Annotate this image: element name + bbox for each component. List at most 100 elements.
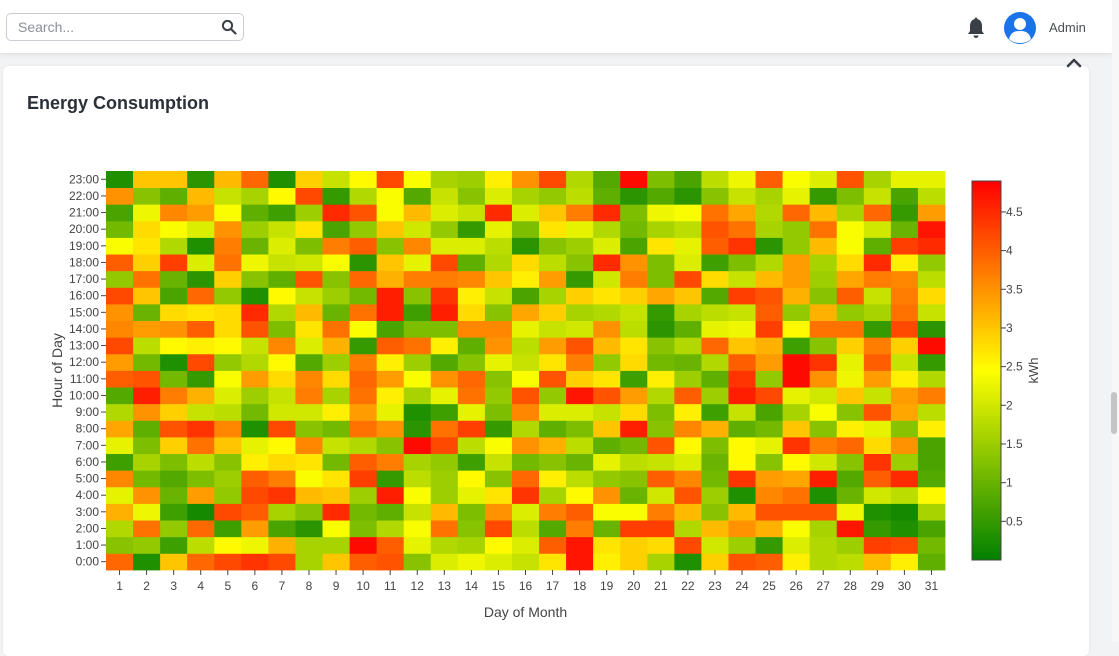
- heatmap-cell: [295, 470, 323, 488]
- heatmap-cell: [484, 237, 513, 255]
- heatmap-cell: [430, 270, 459, 288]
- heatmap-cell: [539, 453, 567, 471]
- heatmap-cell: [755, 453, 784, 471]
- heatmap-cell: [106, 254, 134, 272]
- y-tick-label: 6:00: [76, 455, 100, 469]
- heatmap-cell: [782, 353, 811, 371]
- heatmap-cell: [593, 270, 621, 288]
- heatmap-cell: [674, 403, 702, 421]
- heatmap-cell: [160, 536, 188, 554]
- scrollbar-thumb[interactable]: [1111, 392, 1117, 434]
- heatmap-cell: [349, 270, 378, 288]
- x-tick-label: 26: [789, 579, 803, 593]
- heatmap-cell: [322, 220, 350, 238]
- heatmap-cell: [457, 187, 486, 205]
- heatmap-cell: [593, 420, 621, 438]
- x-axis-title: Day of Month: [484, 604, 567, 620]
- heatmap-cell: [782, 503, 811, 521]
- heatmap-cell: [755, 270, 784, 288]
- heatmap-cell: [376, 437, 405, 455]
- heatmap-cell: [349, 254, 378, 272]
- heatmap-cell: [755, 403, 784, 421]
- heatmap-cell: [539, 520, 567, 538]
- heatmap-cell: [917, 387, 946, 405]
- heatmap-cell: [160, 520, 188, 538]
- heatmap-cell: [268, 237, 296, 255]
- heatmap-cell: [295, 420, 323, 438]
- heatmap-cell: [863, 304, 892, 322]
- heatmap-cell: [890, 370, 919, 388]
- heatmap-cell: [836, 486, 865, 504]
- heatmap-cell: [782, 470, 811, 488]
- avatar[interactable]: [1004, 12, 1036, 44]
- heatmap-cell: [728, 437, 756, 455]
- heatmap-cell: [836, 553, 865, 571]
- heatmap-cell: [728, 503, 756, 521]
- heatmap-cell: [511, 470, 540, 488]
- bell-icon[interactable]: [966, 17, 986, 39]
- heatmap-cell: [863, 270, 892, 288]
- heatmap-cell: [268, 420, 296, 438]
- heatmap-cell: [890, 304, 919, 322]
- heatmap-cell: [539, 254, 567, 272]
- heatmap-cell: [701, 270, 729, 288]
- heatmap-cell: [349, 337, 378, 355]
- heatmap-cell: [457, 304, 486, 322]
- heatmap-cell: [647, 204, 675, 222]
- heatmap-cell: [484, 420, 513, 438]
- heatmap-cell: [268, 337, 296, 355]
- y-tick-label: 2:00: [76, 521, 100, 535]
- heatmap-cell: [187, 486, 215, 504]
- heatmap-cell: [755, 553, 784, 571]
- heatmap-cell: [430, 171, 459, 189]
- heatmap-cell: [403, 353, 432, 371]
- heatmap-cell: [376, 270, 405, 288]
- heatmap-cell: [647, 520, 675, 538]
- heatmap-cell: [106, 287, 134, 305]
- heatmap-cell: [890, 204, 919, 222]
- heatmap-cell: [701, 287, 729, 305]
- heatmap-cell: [457, 237, 486, 255]
- heatmap-cell: [160, 287, 188, 305]
- heatmap-cell: [133, 536, 161, 554]
- heatmap-cell: [457, 503, 486, 521]
- search-icon[interactable]: [221, 19, 237, 35]
- heatmap-cell: [376, 403, 405, 421]
- heatmap-cell: [809, 204, 838, 222]
- heatmap-cell: [701, 254, 729, 272]
- y-tick-label: 1:00: [76, 538, 100, 552]
- heatmap-cell: [403, 437, 432, 455]
- heatmap-cell: [728, 220, 756, 238]
- heatmap-cell: [430, 220, 459, 238]
- user-name[interactable]: Admin: [1049, 20, 1086, 35]
- heatmap-cell: [647, 353, 675, 371]
- heatmap-cell: [782, 453, 811, 471]
- scrollbar-track[interactable]: [1112, 0, 1119, 642]
- heatmap-cell: [539, 437, 567, 455]
- heatmap-cell: [241, 470, 269, 488]
- heatmap-cell: [268, 437, 296, 455]
- heatmap-cell: [701, 237, 729, 255]
- heatmap-cell: [539, 470, 567, 488]
- heatmap-cell: [403, 320, 432, 338]
- heatmap-cell: [863, 403, 892, 421]
- heatmap-cell: [620, 304, 648, 322]
- heatmap-cell: [674, 220, 702, 238]
- heatmap-cell: [160, 320, 188, 338]
- heatmap-cell: [863, 237, 892, 255]
- heatmap-cell: [403, 237, 432, 255]
- heatmap-cell: [890, 353, 919, 371]
- heatmap-cell: [674, 171, 702, 189]
- heatmap-cell: [241, 370, 269, 388]
- chevron-up-icon[interactable]: [1066, 56, 1082, 68]
- heatmap-cell: [728, 387, 756, 405]
- heatmap-cell: [214, 237, 242, 255]
- heatmap-cell: [349, 420, 378, 438]
- heatmap-cell: [430, 503, 459, 521]
- search-box: [6, 13, 244, 41]
- search-input[interactable]: [7, 14, 223, 40]
- heatmap-cell: [863, 287, 892, 305]
- heatmap-cell: [836, 270, 865, 288]
- heatmap-cell: [241, 187, 269, 205]
- colorbar-tick-label: 4.5: [1006, 205, 1023, 219]
